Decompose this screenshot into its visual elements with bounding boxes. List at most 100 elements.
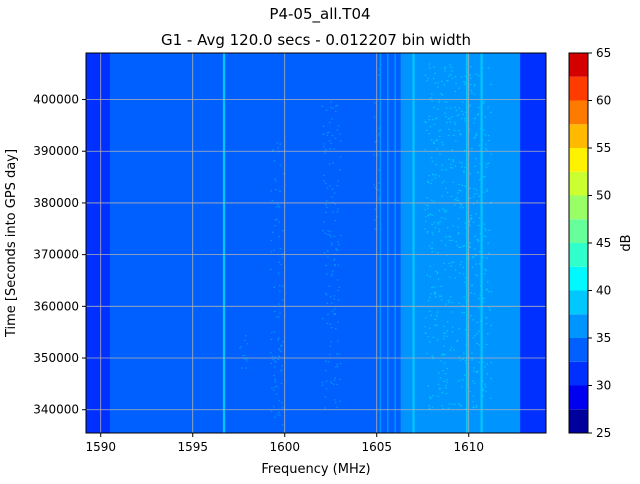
heatmap-speckle [325, 200, 328, 202]
y-tick-label: 390000 [33, 144, 79, 158]
heatmap-line [379, 53, 382, 433]
heatmap-speckle [431, 242, 433, 244]
heatmap-speckle [452, 261, 455, 263]
heatmap-speckle [336, 129, 339, 131]
heatmap-speckle [438, 372, 440, 374]
heatmap-speckle [489, 309, 491, 311]
heatmap-speckle [448, 118, 451, 120]
heatmap-speckle [458, 183, 460, 185]
heatmap-speckle [438, 101, 440, 103]
heatmap-speckle [337, 321, 339, 323]
heatmap-band [373, 53, 401, 433]
heatmap-speckle [485, 391, 487, 393]
heatmap-speckle [444, 244, 447, 246]
heatmap-speckle [441, 164, 443, 166]
heatmap-speckle [443, 262, 445, 265]
heatmap-speckle [449, 64, 451, 66]
heatmap-speckle [424, 74, 427, 76]
heatmap-speckle [470, 315, 472, 317]
heatmap-speckle [333, 235, 336, 237]
heatmap-speckle [373, 184, 375, 186]
heatmap-speckle [436, 311, 439, 313]
heatmap-speckle [426, 204, 429, 207]
heatmap-speckle [460, 134, 462, 136]
heatmap-speckle [450, 311, 453, 313]
heatmap-speckle [433, 292, 436, 294]
heatmap-speckle [441, 370, 444, 372]
heatmap-speckle [444, 218, 446, 220]
heatmap-speckle [282, 407, 284, 409]
heatmap-speckle [478, 298, 480, 300]
heatmap-speckle [454, 165, 457, 167]
heatmap-speckle [243, 354, 246, 356]
y-tick-label: 350000 [33, 351, 79, 365]
heatmap-speckle [490, 362, 493, 364]
heatmap-speckle [445, 187, 447, 189]
heatmap-speckle [451, 239, 453, 241]
heatmap-speckle [476, 275, 478, 277]
heatmap-speckle [281, 402, 283, 404]
heatmap-speckle [435, 270, 437, 272]
heatmap-speckle [482, 361, 484, 363]
heatmap-speckle [441, 392, 444, 394]
heatmap-speckle [445, 169, 447, 171]
heatmap-speckle [339, 234, 342, 237]
heatmap-speckle [434, 318, 436, 321]
heatmap-speckle [476, 238, 479, 240]
heatmap-speckle [437, 383, 440, 386]
heatmap-speckle [270, 190, 272, 192]
heatmap-speckle [282, 341, 285, 343]
heatmap-speckle [332, 211, 334, 213]
heatmap-speckle [461, 386, 463, 388]
heatmap-speckle [330, 236, 332, 238]
heatmap-speckle [322, 230, 324, 232]
heatmap-speckle [471, 352, 473, 354]
heatmap-speckle [339, 362, 342, 364]
heatmap-speckle [436, 272, 438, 275]
heatmap-speckle [331, 273, 333, 275]
heatmap-speckle [338, 286, 341, 288]
heatmap-speckle [428, 133, 430, 135]
heatmap-speckle [430, 397, 432, 399]
heatmap-speckle [461, 184, 463, 186]
heatmap-speckle [457, 233, 460, 235]
heatmap-speckle [483, 100, 485, 102]
heatmap-speckle [245, 335, 247, 337]
heatmap-speckle [330, 244, 333, 246]
heatmap-speckle [241, 367, 243, 369]
heatmap-speckle [442, 144, 444, 146]
heatmap-speckle [333, 148, 336, 150]
colorbar-tick-label: 40 [596, 284, 611, 298]
heatmap-speckle [459, 246, 462, 249]
heatmap-line [412, 53, 415, 433]
heatmap-speckle [246, 360, 248, 362]
heatmap-speckle [273, 249, 275, 251]
heatmap-speckle [244, 339, 246, 341]
heatmap-speckle [335, 105, 337, 107]
heatmap-speckle [428, 119, 430, 121]
heatmap-speckle [451, 167, 454, 169]
heatmap-speckle [459, 404, 462, 406]
heatmap-speckle [333, 259, 335, 261]
heatmap-speckle [458, 356, 460, 358]
heatmap-speckle [444, 112, 446, 114]
heatmap-speckle [330, 327, 333, 329]
heatmap-speckle [454, 199, 456, 201]
heatmap-speckle [434, 293, 437, 295]
heatmap-speckle [445, 384, 447, 387]
heatmap-speckle [331, 310, 334, 312]
heatmap-speckle [280, 382, 283, 384]
heatmap-speckle [459, 272, 461, 274]
heatmap-speckle [279, 349, 281, 351]
heatmap-speckle [333, 313, 335, 315]
heatmap-speckle [450, 73, 452, 75]
heatmap-speckle [448, 75, 450, 77]
heatmap-speckle [282, 285, 284, 287]
heatmap-speckle [473, 188, 475, 190]
heatmap-speckle [427, 299, 430, 302]
heatmap-speckle [378, 133, 380, 135]
heatmap-speckle [431, 100, 433, 102]
heatmap-speckle [447, 407, 450, 409]
heatmap-speckle [473, 367, 475, 369]
